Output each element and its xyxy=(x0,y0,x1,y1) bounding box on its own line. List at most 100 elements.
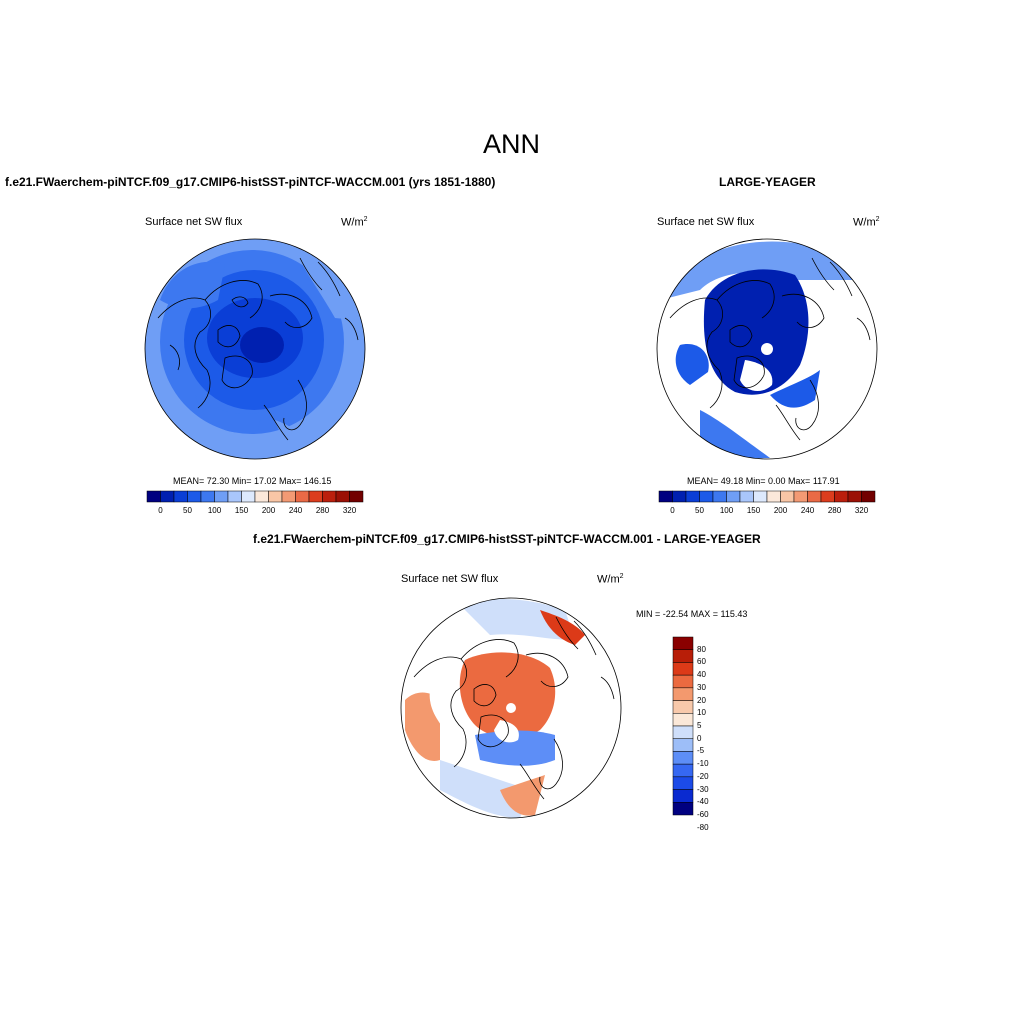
panel-3-units: W/m2 xyxy=(597,573,624,586)
colorbar-tick-label: -60 xyxy=(697,810,709,819)
colorbar-swatch xyxy=(726,490,741,503)
colorbar-swatch xyxy=(807,490,822,503)
colorbar-tick-label: -10 xyxy=(697,759,709,769)
colorbar-tick-label: 20 xyxy=(697,695,706,705)
colorbar-tick-label: -80 xyxy=(697,822,709,832)
colorbar-swatch xyxy=(335,490,350,503)
colorbar-tick-label: 150 xyxy=(746,506,761,515)
colorbar-tick-label: 200 xyxy=(261,506,276,515)
colorbar-swatch xyxy=(322,490,337,503)
colorbar-swatch xyxy=(672,725,694,739)
colorbar-tick-label: 60 xyxy=(697,657,706,667)
colorbar-tick-label: 150 xyxy=(234,506,249,515)
colorbar-swatch xyxy=(200,490,215,503)
colorbar-2 xyxy=(658,490,876,503)
colorbar-tick-label: 0 xyxy=(697,733,702,743)
panel-2-stats: MEAN= 49.18 Min= 0.00 Max= 117.91 xyxy=(687,476,840,486)
colorbar-swatch xyxy=(658,490,673,503)
colorbar-tick-label: -40 xyxy=(697,797,709,807)
colorbar-swatch xyxy=(672,738,694,752)
colorbar-swatch xyxy=(308,490,323,503)
panel-2-variable-label: Surface net SW flux xyxy=(657,216,755,228)
colorbar-swatch xyxy=(834,490,849,503)
map-2-coastlines xyxy=(669,257,871,441)
colorbar-tick-label: 320 xyxy=(342,506,357,515)
colorbar-swatch xyxy=(672,687,694,701)
map-1-coastlines xyxy=(157,257,359,441)
main-title: ANN xyxy=(483,129,541,159)
colorbar-1 xyxy=(146,490,364,503)
colorbar-tick-label: 50 xyxy=(183,506,192,515)
colorbar-tick-label: 50 xyxy=(695,506,704,515)
colorbar-swatch xyxy=(672,776,694,790)
map-2-border xyxy=(656,238,878,460)
colorbar-swatch xyxy=(160,490,175,503)
panel-3-variable-label: Surface net SW flux xyxy=(401,573,499,585)
panel-1-units: W/m2 xyxy=(341,216,368,229)
colorbar-swatch xyxy=(349,490,364,503)
colorbar-tick-label: 200 xyxy=(773,506,788,515)
map-1-model xyxy=(145,239,365,459)
colorbar-tick-label: 0 xyxy=(670,506,675,515)
colorbar-swatch xyxy=(672,789,694,803)
colorbar-swatch xyxy=(173,490,188,503)
panel-3-stats: MIN = -22.54 MAX = 115.43 xyxy=(636,609,748,619)
colorbar-swatch xyxy=(793,490,808,503)
colorbar-swatch xyxy=(766,490,781,503)
map-1-border xyxy=(144,238,366,460)
colorbar-swatch xyxy=(672,700,694,714)
colorbar-tick-label: 100 xyxy=(719,506,734,515)
colorbar-swatch xyxy=(672,802,694,816)
colorbar-swatch xyxy=(672,662,694,676)
colorbar-tick-label: 100 xyxy=(207,506,222,515)
colorbar-swatch xyxy=(672,636,694,650)
colorbar-swatch xyxy=(672,490,687,503)
panel-3-title: f.e21.FWaerchem-piNTCF.f09_g17.CMIP6-his… xyxy=(253,532,761,546)
panel-1-title: f.e21.FWaerchem-piNTCF.f09_g17.CMIP6-his… xyxy=(5,175,496,189)
colorbar-swatch xyxy=(672,751,694,765)
colorbar-swatch xyxy=(295,490,310,503)
colorbar-3 xyxy=(672,636,694,816)
colorbar-swatch xyxy=(241,490,256,503)
colorbar-tick-label: -30 xyxy=(697,784,709,794)
colorbar-tick-label: -5 xyxy=(697,746,705,756)
colorbar-swatch xyxy=(281,490,296,503)
colorbar-swatch xyxy=(672,713,694,727)
colorbar-swatch xyxy=(712,490,727,503)
colorbar-swatch xyxy=(699,490,714,503)
colorbar-swatch xyxy=(146,490,161,503)
colorbar-tick-label: 5 xyxy=(697,721,702,730)
colorbar-tick-label: 280 xyxy=(827,506,842,515)
colorbar-swatch xyxy=(268,490,283,503)
colorbar-tick-label: 10 xyxy=(697,708,706,718)
colorbar-tick-label: 0 xyxy=(158,506,163,515)
colorbar-swatch xyxy=(820,490,835,503)
colorbar-swatch xyxy=(685,490,700,503)
colorbar-tick-label: 240 xyxy=(800,506,815,515)
map-3-difference xyxy=(401,598,621,818)
panel-2-title: LARGE-YEAGER xyxy=(719,175,816,189)
colorbar-tick-label: 40 xyxy=(697,670,706,680)
colorbar-swatch xyxy=(227,490,242,503)
map-3-coastlines xyxy=(413,616,615,800)
colorbar-swatch xyxy=(672,674,694,689)
panel-1-variable-label: Surface net SW flux xyxy=(145,216,243,228)
colorbar-tick-label: 320 xyxy=(854,506,869,515)
colorbar-tick-label: 30 xyxy=(697,682,706,692)
colorbar-swatch xyxy=(187,490,202,503)
colorbar-swatch xyxy=(254,490,269,503)
colorbar-swatch xyxy=(214,490,229,503)
colorbar-swatch xyxy=(861,490,876,503)
colorbar-tick-label: 240 xyxy=(288,506,303,515)
colorbar-tick-label: 80 xyxy=(697,644,706,654)
colorbar-swatch xyxy=(753,490,768,503)
colorbar-swatch xyxy=(672,763,694,778)
colorbar-tick-label: 280 xyxy=(315,506,330,515)
map-3-border xyxy=(400,597,622,819)
colorbar-swatch xyxy=(780,490,795,503)
map-2-obs xyxy=(657,239,877,459)
colorbar-swatch xyxy=(739,490,754,503)
colorbar-swatch xyxy=(847,490,862,503)
